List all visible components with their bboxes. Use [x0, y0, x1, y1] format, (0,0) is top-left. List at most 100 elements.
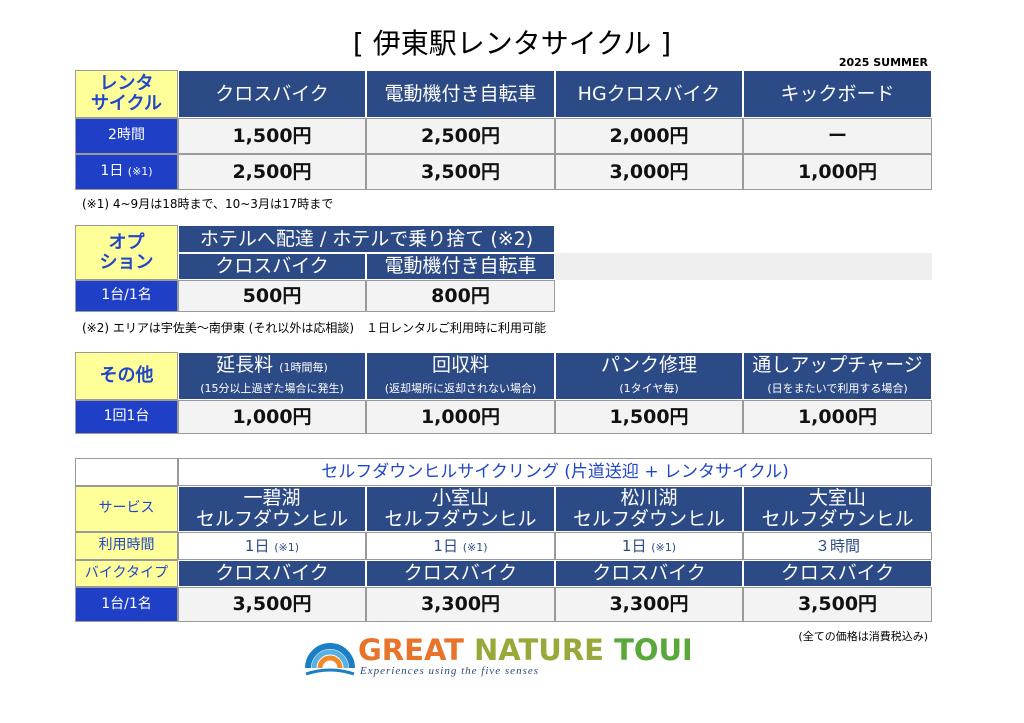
cell-text: 小室山: [431, 487, 489, 510]
column-header: 電動機付き自転車: [366, 253, 555, 280]
cell-text: パンク修理: [601, 354, 697, 377]
cell-text: レンタ: [99, 73, 154, 95]
cell-text: 1,500円: [232, 124, 312, 147]
cell-text: 1,000円: [420, 405, 501, 428]
column-header: 延長料 (1時間毎) (15分以上過ぎた場合に発生): [178, 352, 366, 400]
row-label: 2時間: [75, 118, 178, 154]
bike-type: クロスバイク: [178, 560, 366, 587]
group-header: ホテルへ配達 / ホテルで乗り捨て (※2): [178, 225, 555, 253]
cell-text: (15分以上過ぎた場合に発生): [200, 382, 344, 395]
price: 3,000円: [555, 154, 743, 190]
cell-text: 1日: [244, 536, 270, 555]
edition: 2025 SUMMER: [838, 56, 928, 69]
cell-text: サイクル: [90, 93, 163, 114]
column-header: 大室山 セルフダウンヒル: [743, 486, 932, 532]
price: 1,500円: [555, 400, 743, 434]
cell-text: 1日: [621, 536, 647, 555]
group-header: セルフダウンヒルサイクリング (片道送迎 + レンタサイクル): [178, 458, 932, 486]
price: ー: [743, 118, 932, 154]
cell-text: 3,000円: [609, 160, 689, 183]
price: 1,000円: [366, 400, 555, 434]
tax-note: (全ての価格は消費税込み): [798, 630, 928, 643]
cell-text: クロスバイク: [780, 562, 895, 585]
cell-text: 3,500円: [797, 593, 878, 616]
cell-text: 回収料: [431, 354, 489, 377]
cell-text: セルフダウンヒル: [384, 508, 537, 530]
cell-text: 500円: [242, 284, 302, 307]
cell-text: サービス: [98, 500, 155, 517]
row-header: オプ ション: [75, 225, 178, 280]
bike-type: クロスバイク: [366, 560, 555, 587]
cell-text: セルフダウンヒル: [761, 508, 914, 530]
cell-text: 2,500円: [232, 160, 312, 183]
row-header: レンタ サイクル: [75, 70, 178, 118]
row-header: 利用時間: [75, 532, 178, 560]
column-header: クロスバイク: [178, 70, 366, 118]
price: 1,500円: [178, 118, 366, 154]
price: 800円: [366, 280, 555, 312]
price: 2,000円: [555, 118, 743, 154]
cell-text: 電動機付き自転車: [384, 82, 537, 105]
cell-text: 2,500円: [420, 124, 501, 147]
cell-text: (日をまたいで利用する場合): [767, 382, 908, 395]
cell-text: 1台/1名: [101, 595, 152, 612]
empty-cell: [75, 458, 178, 486]
row-label: 1台/1名: [75, 280, 178, 312]
duration: 1日 (※1): [555, 532, 743, 560]
cell-text: (※1): [651, 540, 677, 554]
empty-cell: [555, 253, 743, 280]
cell-text: 1台/1名: [101, 287, 152, 304]
cell-text: 1回1台: [103, 408, 150, 425]
column-header: クロスバイク: [178, 253, 366, 280]
cell-text: (返却場所に返却されない場合): [384, 382, 537, 395]
price: 3,500円: [178, 587, 366, 622]
bike-type: クロスバイク: [555, 560, 743, 587]
cell-text: 大室山: [808, 487, 866, 510]
cell-text: セルフダウンヒル: [195, 508, 348, 530]
cell-text: (1タイヤ毎): [619, 382, 679, 395]
price: 1,000円: [743, 154, 932, 190]
duration: 1日 (※1): [366, 532, 555, 560]
cell-text: 3,500円: [232, 593, 312, 616]
title: [ 伊東駅レンタサイクル ]: [352, 27, 672, 60]
cell-text: 電動機付き自転車: [384, 255, 537, 278]
bike-type: クロスバイク: [743, 560, 932, 587]
cell-text: 松川湖: [620, 487, 678, 510]
cell-text: (※1): [127, 165, 153, 179]
cell-text: 800円: [431, 284, 490, 307]
cell-text: 1,000円: [797, 405, 878, 428]
cell-text: (※1): [274, 540, 300, 554]
cell-text: セルフダウンヒル: [572, 508, 725, 530]
price: 3,300円: [366, 587, 555, 622]
rental-note: (※1) 4~9月は18時まで、10~3月は17時まで: [82, 197, 334, 211]
cell-text: クロスバイク: [592, 562, 706, 585]
column-header: 小室山 セルフダウンヒル: [366, 486, 555, 532]
price: 3,300円: [555, 587, 743, 622]
cell-text: 通しアップチャージ: [752, 354, 923, 377]
cell-text: (1時間毎): [279, 361, 328, 375]
duration: 1日 (※1): [178, 532, 366, 560]
row-header: その他: [75, 352, 178, 400]
price: 2,500円: [178, 154, 366, 190]
column-header: 松川湖 セルフダウンヒル: [555, 486, 743, 532]
logo-tagline: Experiences using the five senses: [359, 665, 539, 677]
column-header: HGクロスバイク: [555, 70, 743, 118]
column-header: キックボード: [743, 70, 932, 118]
cell-text: 1日: [100, 163, 124, 180]
cell-text: オプ: [108, 231, 145, 253]
column-header: 一碧湖 セルフダウンヒル: [178, 486, 366, 532]
logo: GREAT NATURE TOURS Experiences using the…: [305, 633, 690, 677]
cell-text: クロスバイク: [403, 562, 518, 585]
cell-text: その他: [99, 365, 154, 387]
cell-text: 2,000円: [609, 124, 689, 147]
column-header: 回収料 (返却場所に返却されない場合): [366, 352, 555, 400]
cell-text: ３時間: [814, 536, 860, 555]
row-label: 1回1台: [75, 400, 178, 434]
column-header: 電動機付き自転車: [366, 70, 555, 118]
cell-text: 1日: [433, 536, 458, 555]
cell-text: クロスバイク: [215, 562, 329, 585]
price: 1,000円: [178, 400, 366, 434]
cell-text: キックボード: [780, 82, 895, 105]
price: 3,500円: [743, 587, 932, 622]
row-header: バイクタイプ: [75, 560, 178, 587]
